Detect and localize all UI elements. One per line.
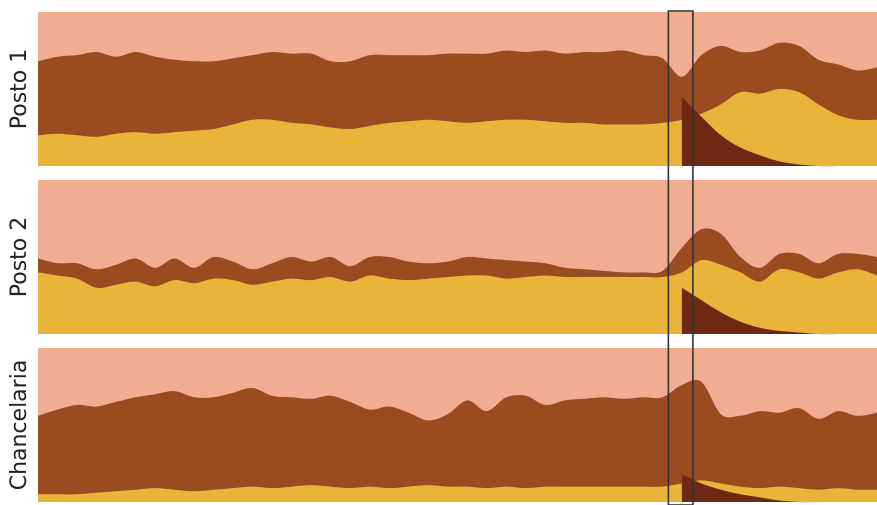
panel-label: Posto 2 bbox=[7, 217, 32, 297]
panel-label: Posto 1 bbox=[7, 49, 32, 129]
panel-posto-1: Posto 1 bbox=[7, 12, 877, 167]
panel-posto-2: Posto 2 bbox=[7, 180, 877, 335]
panel-label: Chancelaria bbox=[7, 360, 32, 491]
peak-area bbox=[681, 287, 877, 335]
peak-area bbox=[681, 96, 877, 167]
highlight-box bbox=[667, 10, 694, 505]
area-series-2 bbox=[38, 379, 877, 502]
peak-area bbox=[681, 474, 877, 503]
panel-chancelaria: Chancelaria bbox=[7, 348, 877, 503]
area-series-1 bbox=[38, 259, 877, 334]
area-series-1 bbox=[38, 88, 877, 166]
area-series-1 bbox=[38, 480, 877, 502]
